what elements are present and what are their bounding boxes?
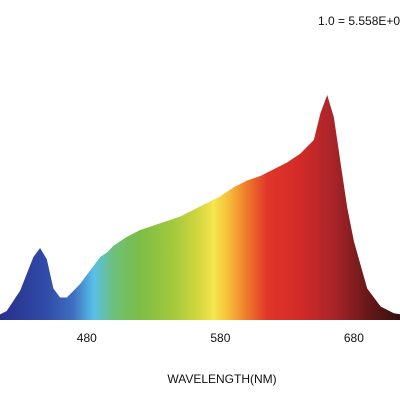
x-tick-label: 480: [77, 331, 97, 345]
spectrum-area: [0, 95, 400, 320]
x-tick-label: 580: [210, 331, 230, 345]
x-axis-ticks: 480 580 680: [77, 331, 364, 345]
scale-note: 1.0 = 5.558E+0: [318, 14, 400, 28]
x-axis-title: WAVELENGTH(NM): [167, 372, 276, 386]
x-tick-label: 680: [344, 331, 364, 345]
